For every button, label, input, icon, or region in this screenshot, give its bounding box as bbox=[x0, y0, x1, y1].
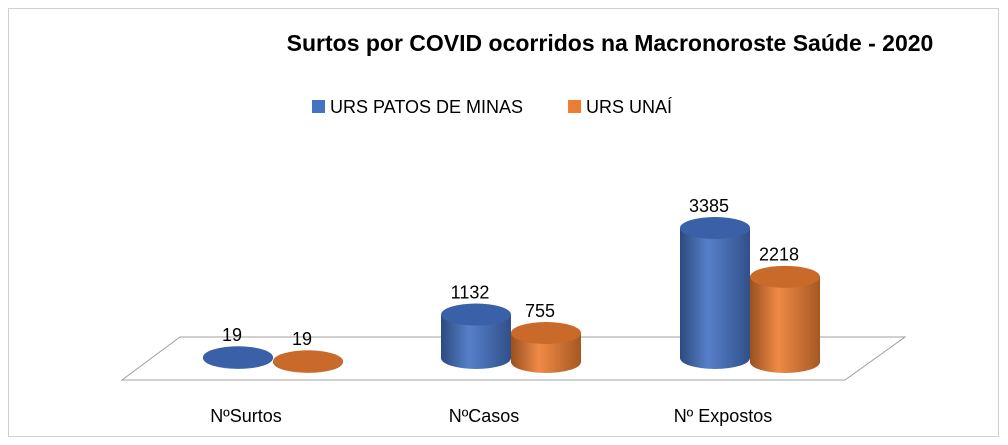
data-label: 19 bbox=[222, 325, 242, 345]
bar-top bbox=[203, 346, 273, 369]
bar-top bbox=[441, 303, 511, 326]
data-label: 2218 bbox=[759, 245, 799, 265]
bar bbox=[441, 314, 511, 369]
data-label: 19 bbox=[292, 329, 312, 349]
legend-swatch bbox=[568, 100, 582, 113]
x-tick-label: NºCasos bbox=[449, 406, 520, 426]
legend-label: URS PATOS DE MINAS bbox=[330, 97, 523, 117]
bar-top bbox=[511, 322, 581, 345]
chart-title: Surtos por COVID ocorridos na Macronoros… bbox=[287, 30, 934, 56]
bar-top bbox=[750, 265, 820, 288]
data-label: 1132 bbox=[451, 282, 490, 302]
bar-top bbox=[680, 217, 750, 239]
x-tick-label: Nº Expostos bbox=[674, 406, 773, 426]
bar bbox=[511, 333, 581, 373]
bar-top bbox=[273, 350, 343, 373]
legend-swatch bbox=[312, 100, 325, 113]
legend-label: URS UNAÍ bbox=[586, 97, 672, 117]
data-label: 3385 bbox=[689, 196, 729, 216]
data-label: 755 bbox=[525, 301, 555, 321]
bar bbox=[680, 228, 750, 369]
x-tick-label: NºSurtos bbox=[210, 406, 282, 426]
bar bbox=[750, 276, 820, 373]
